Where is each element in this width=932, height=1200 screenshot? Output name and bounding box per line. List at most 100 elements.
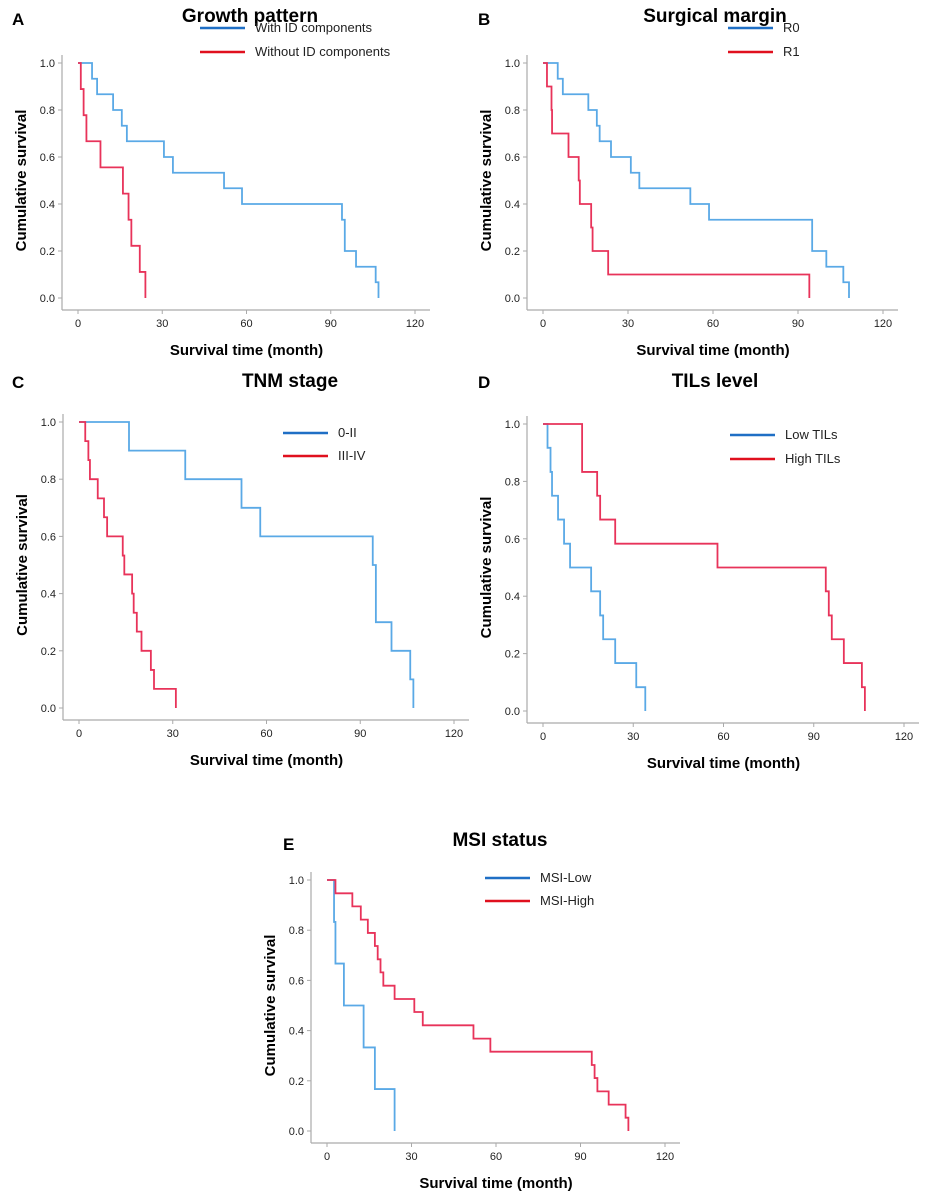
chart-title: Surgical margin [643,6,787,27]
x-tick-label: 60 [240,318,252,330]
legend-label: Low TILs [785,427,838,442]
legend-label: III-IV [338,448,366,463]
x-tick-label: 60 [260,728,272,740]
y-axis-label: Cumulative survival [478,497,495,639]
y-tick-label: 1.0 [505,419,520,431]
survival-curve-red [543,423,866,711]
y-tick-label: 0.8 [505,476,520,488]
y-tick-label: 0.2 [40,246,55,258]
survival-curve-red [543,62,811,298]
y-tick-label: 0.8 [40,105,55,117]
survival-curve-blue [79,421,415,708]
y-tick-label: 0.4 [41,589,56,601]
x-tick-label: 90 [574,1151,586,1163]
y-tick-label: 0.2 [289,1076,304,1088]
x-axis-label: Survival time (month) [647,755,800,772]
y-tick-label: 0.6 [505,152,520,164]
panel-d: D TILs level 0.0 0.2 0.4 0.6 0.8 1.0 0 30 60 90 120 S… [478,371,919,772]
x-tick-label: 0 [75,318,81,330]
x-tick-label: 60 [707,318,719,330]
y-tick-label: 1.0 [289,875,304,887]
legend-label: MSI-Low [540,870,592,885]
y-tick-label: 0.4 [40,199,55,211]
x-axis-label: Survival time (month) [419,1175,572,1192]
panel-b: B Surgical margin 0.0 0.2 0.4 0.6 0.8 1.0 0 30 60 9… [478,6,898,359]
x-tick-label: 30 [405,1151,417,1163]
y-axis-label: Cumulative survival [14,494,31,636]
x-tick-label: 0 [540,318,546,330]
x-tick-label: 60 [490,1151,502,1163]
panel-label: D [478,373,490,392]
y-tick-label: 0.2 [505,649,520,661]
x-axis-label: Survival time (month) [636,342,789,359]
x-tick-label: 90 [325,318,337,330]
survival-curve-blue [327,879,396,1131]
y-tick-label: 0.0 [289,1126,304,1138]
panel-e: E MSI status 0.0 0.2 0.4 0.6 0.8 1.0 0 30 60 90 120 S… [262,830,680,1192]
panel-label: C [12,373,24,392]
x-tick-label: 120 [445,728,463,740]
chart-title: Growth pattern [182,6,318,27]
panel-label: A [12,10,24,29]
legend-label: R0 [783,20,800,35]
y-tick-label: 1.0 [40,58,55,70]
legend-label: MSI-High [540,893,594,908]
chart-title: TILs level [672,371,759,392]
y-tick-label: 1.0 [41,417,56,429]
legend-label: Without ID components [255,44,391,59]
x-axis-label: Survival time (month) [170,342,323,359]
y-tick-label: 0.4 [505,199,520,211]
panel-c: C TNM stage 0.0 0.2 0.4 0.6 0.8 1.0 0 30 60 90 120 Su… [12,371,469,769]
y-axis-label: Cumulative survival [13,110,30,252]
chart-title: TNM stage [242,371,338,392]
x-tick-label: 0 [76,728,82,740]
y-tick-label: 0.8 [289,925,304,937]
y-tick-label: 0.8 [41,474,56,486]
x-tick-label: 60 [717,731,729,743]
panel-a: A Growth pattern 0.0 0.2 0.4 0.6 0.8 1.0 0 30 60 90… [12,6,430,359]
y-tick-label: 0.0 [40,293,55,305]
survival-curve-red [79,421,177,708]
survival-curve-blue [543,423,647,711]
survival-curve-red [327,879,630,1131]
panel-label: B [478,10,490,29]
x-tick-label: 90 [792,318,804,330]
legend-label: High TILs [785,451,841,466]
survival-curve-blue [78,62,380,298]
y-tick-label: 0.4 [505,591,520,603]
y-tick-label: 1.0 [505,58,520,70]
legend-label: R1 [783,44,800,59]
x-tick-label: 0 [540,731,546,743]
x-tick-label: 30 [156,318,168,330]
x-tick-label: 30 [167,728,179,740]
legend-label: With ID components [255,20,373,35]
y-tick-label: 0.8 [505,105,520,117]
x-tick-label: 120 [874,318,892,330]
y-tick-label: 0.0 [41,703,56,715]
y-tick-label: 0.6 [505,534,520,546]
x-tick-label: 120 [895,731,913,743]
survival-curve-blue [543,62,850,298]
x-tick-label: 120 [656,1151,674,1163]
x-axis-label: Survival time (month) [190,752,343,769]
panel-label: E [283,835,294,854]
legend-label: 0-II [338,425,357,440]
y-axis-label: Cumulative survival [262,935,279,1077]
y-tick-label: 0.6 [40,152,55,164]
y-tick-label: 0.2 [41,646,56,658]
x-tick-label: 30 [622,318,634,330]
y-tick-label: 0.6 [289,975,304,987]
x-tick-label: 120 [406,318,424,330]
y-tick-label: 0.4 [289,1026,304,1038]
chart-title: MSI status [452,830,547,851]
y-tick-label: 0.2 [505,246,520,258]
x-tick-label: 30 [627,731,639,743]
x-tick-label: 90 [808,731,820,743]
y-tick-label: 0.0 [505,706,520,718]
x-tick-label: 0 [324,1151,330,1163]
y-tick-label: 0.0 [505,293,520,305]
y-axis-label: Cumulative survival [478,110,495,252]
y-tick-label: 0.6 [41,531,56,543]
